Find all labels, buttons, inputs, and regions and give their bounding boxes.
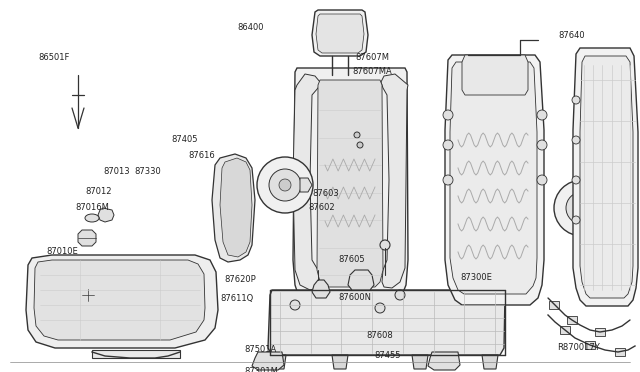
- Text: 87607MA: 87607MA: [352, 67, 392, 77]
- Text: 87016M: 87016M: [75, 203, 109, 212]
- Polygon shape: [98, 208, 114, 222]
- Circle shape: [395, 290, 405, 300]
- Polygon shape: [348, 270, 374, 290]
- Circle shape: [576, 202, 588, 214]
- Text: 87605: 87605: [338, 256, 365, 264]
- Polygon shape: [220, 158, 252, 257]
- Circle shape: [269, 169, 301, 201]
- Circle shape: [572, 176, 580, 184]
- Polygon shape: [252, 352, 284, 370]
- Circle shape: [443, 175, 453, 185]
- Circle shape: [375, 303, 385, 313]
- Polygon shape: [312, 280, 330, 298]
- Text: 87607M: 87607M: [355, 54, 389, 62]
- Polygon shape: [567, 316, 577, 324]
- Circle shape: [380, 240, 390, 250]
- Polygon shape: [293, 74, 320, 290]
- Text: 86501F: 86501F: [38, 54, 69, 62]
- Polygon shape: [317, 80, 383, 287]
- Circle shape: [279, 179, 291, 191]
- Polygon shape: [332, 355, 348, 369]
- Polygon shape: [381, 74, 408, 288]
- Polygon shape: [268, 290, 505, 355]
- Text: 87013: 87013: [103, 167, 130, 176]
- Polygon shape: [445, 55, 544, 305]
- Text: 86400: 86400: [237, 22, 264, 32]
- Text: 87301M: 87301M: [244, 368, 278, 372]
- Polygon shape: [428, 352, 460, 370]
- Polygon shape: [450, 62, 537, 294]
- Polygon shape: [92, 350, 180, 358]
- Circle shape: [354, 132, 360, 138]
- Polygon shape: [316, 14, 364, 53]
- Polygon shape: [270, 355, 286, 369]
- Polygon shape: [560, 326, 570, 334]
- Text: 87501A: 87501A: [244, 346, 276, 355]
- Text: 87405: 87405: [171, 135, 198, 144]
- Text: 87616: 87616: [188, 151, 215, 160]
- Text: R870017Y: R870017Y: [557, 343, 600, 353]
- Text: 87455: 87455: [374, 350, 401, 359]
- Polygon shape: [412, 355, 428, 369]
- Polygon shape: [549, 301, 559, 309]
- Polygon shape: [595, 200, 608, 216]
- Polygon shape: [34, 260, 205, 340]
- Text: 87603: 87603: [312, 189, 339, 199]
- Polygon shape: [300, 178, 312, 192]
- Circle shape: [290, 300, 300, 310]
- Circle shape: [537, 140, 547, 150]
- Polygon shape: [482, 355, 498, 369]
- Circle shape: [554, 180, 610, 236]
- Text: 87012: 87012: [85, 187, 111, 196]
- Polygon shape: [573, 48, 638, 306]
- Polygon shape: [615, 348, 625, 356]
- Text: 87330: 87330: [134, 167, 161, 176]
- Circle shape: [443, 140, 453, 150]
- Text: 87010E: 87010E: [46, 247, 77, 257]
- Text: 87611Q: 87611Q: [220, 294, 253, 302]
- Polygon shape: [580, 56, 633, 298]
- Polygon shape: [212, 154, 255, 262]
- Circle shape: [537, 110, 547, 120]
- Circle shape: [537, 175, 547, 185]
- Circle shape: [572, 136, 580, 144]
- Circle shape: [572, 96, 580, 104]
- Circle shape: [82, 289, 94, 301]
- Circle shape: [572, 216, 580, 224]
- Ellipse shape: [85, 214, 99, 222]
- Polygon shape: [293, 68, 408, 308]
- Circle shape: [566, 192, 598, 224]
- Text: 87600N: 87600N: [338, 292, 371, 301]
- Text: 87602: 87602: [308, 203, 335, 212]
- Text: 87640: 87640: [558, 31, 584, 39]
- Circle shape: [257, 157, 313, 213]
- Text: 87608: 87608: [366, 330, 393, 340]
- Circle shape: [443, 110, 453, 120]
- Polygon shape: [585, 341, 595, 349]
- Circle shape: [357, 142, 363, 148]
- Polygon shape: [595, 328, 605, 336]
- Polygon shape: [26, 255, 218, 348]
- Text: 87620P: 87620P: [224, 275, 256, 283]
- Polygon shape: [462, 55, 528, 95]
- Polygon shape: [78, 230, 96, 246]
- Text: 87300E: 87300E: [460, 273, 492, 282]
- Polygon shape: [312, 10, 368, 56]
